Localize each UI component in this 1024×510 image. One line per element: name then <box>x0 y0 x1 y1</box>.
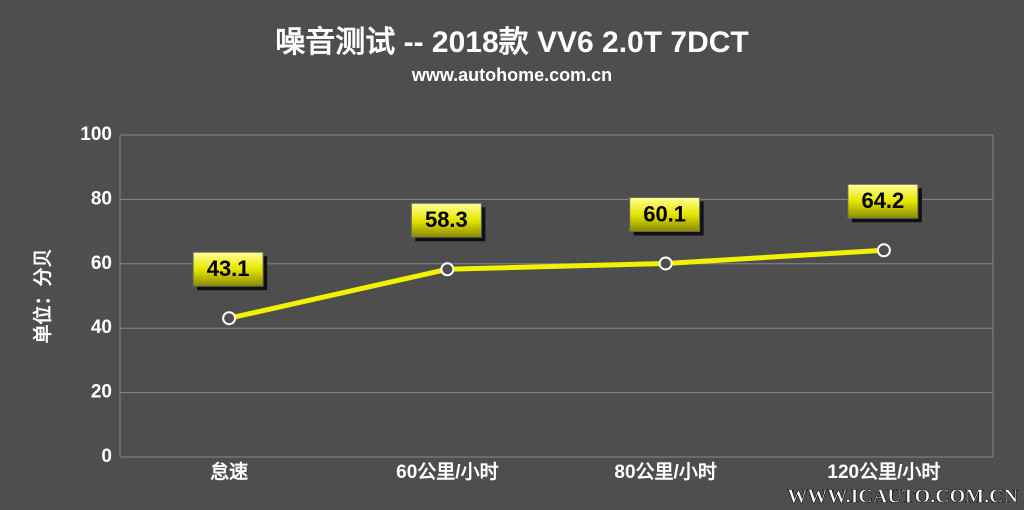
y-tick-label: 40 <box>91 317 112 338</box>
x-tick-label: 60公里/小时 <box>396 461 498 483</box>
y-tick-label: 20 <box>91 382 112 403</box>
y-tick-label: 0 <box>101 446 112 467</box>
watermark: WWW.ICAUTO.COM.CN <box>787 486 1018 508</box>
label-box <box>192 251 264 287</box>
label-box <box>629 196 701 232</box>
data-label: 64.2 <box>861 188 904 213</box>
data-label: 43.1 <box>207 256 250 281</box>
data-label: 58.3 <box>425 207 468 232</box>
y-tick-label: 60 <box>91 253 112 274</box>
chart-title: 噪音测试 -- 2018款 VV6 2.0T 7DCT <box>275 26 748 59</box>
point <box>440 262 455 277</box>
label-box <box>847 183 919 219</box>
point <box>222 311 237 326</box>
x-tick-label: 怠速 <box>210 460 248 483</box>
x-tick-label: 80公里/小时 <box>614 461 716 483</box>
chart-subtitle: www.autohome.com.cn <box>411 65 612 85</box>
point <box>658 256 673 271</box>
y-tick-label: 80 <box>91 188 112 209</box>
point <box>876 243 891 258</box>
y-tick-label: 100 <box>80 124 112 145</box>
line <box>228 247 885 321</box>
data-label: 60.1 <box>643 201 686 226</box>
x-tick-label: 120公里/小时 <box>827 461 940 483</box>
label-box <box>410 202 482 238</box>
y-axis-label: 单位：分贝 <box>31 248 54 343</box>
